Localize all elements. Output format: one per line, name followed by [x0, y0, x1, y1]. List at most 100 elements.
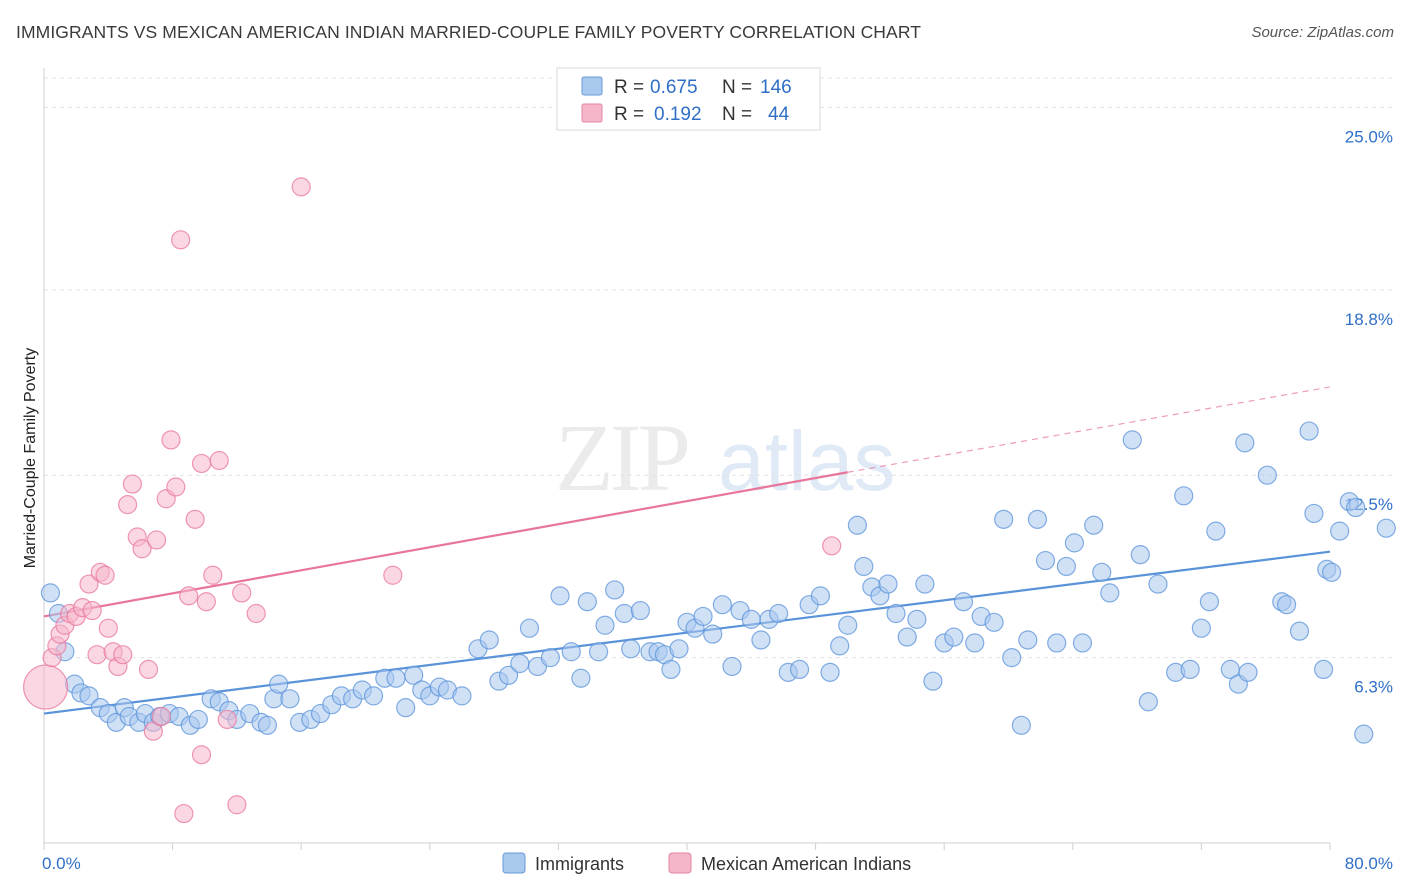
data-point-immigrants: [722, 656, 742, 677]
data-point-immigrants: [1084, 515, 1104, 535]
data-point-mexican-american-indians: [246, 603, 266, 624]
data-point-immigrants: [1122, 430, 1142, 450]
data-point-mexican-american-indians: [82, 600, 102, 621]
data-point-immigrants: [854, 556, 874, 577]
data-point-immigrants: [1322, 562, 1342, 582]
data-point-mexican-american-indians: [196, 592, 216, 612]
data-point-immigrants: [1035, 550, 1056, 571]
data-point-immigrants: [1027, 509, 1048, 529]
data-point-immigrants: [595, 615, 615, 635]
data-point-mexican-american-indians: [143, 721, 163, 741]
data-point-immigrants: [1056, 556, 1076, 577]
axes: 6.3%12.5%18.8%25.0%: [43, 68, 1393, 850]
data-point-immigrants: [1238, 662, 1258, 682]
data-point-immigrants: [789, 659, 810, 680]
data-point-immigrants: [965, 633, 985, 653]
data-point-immigrants: [1072, 633, 1093, 653]
data-point-immigrants: [571, 668, 591, 688]
data-point-mexican-american-indians: [185, 509, 205, 529]
data-point-immigrants: [386, 668, 406, 688]
bottom-legend-label-mexican-american-indians: Mexican American Indians: [701, 854, 911, 874]
data-point-immigrants: [1206, 521, 1226, 541]
data-point-mexican-american-indians: [227, 795, 247, 815]
bottom-legend-swatch-immigrants: [502, 852, 526, 874]
data-point-immigrants: [1180, 659, 1200, 680]
data-point-immigrants: [712, 595, 732, 615]
data-point-immigrants: [915, 574, 935, 594]
data-point-immigrants: [1011, 715, 1031, 735]
chart-source: Source: ZipAtlas.com: [1251, 24, 1394, 41]
data-point-immigrants: [820, 662, 840, 682]
data-point-immigrants: [452, 686, 472, 706]
data-point-mexican-american-indians: [161, 430, 181, 450]
data-point-immigrants: [257, 715, 278, 735]
data-point-immigrants: [1330, 521, 1350, 541]
data-point-mexican-american-indians: [179, 586, 199, 606]
data-point-immigrants: [1235, 433, 1255, 453]
bottom-legend: Immigrants Mexican American Indians: [502, 852, 911, 874]
data-point-immigrants: [540, 648, 560, 668]
data-point-mexican-american-indians: [95, 565, 115, 585]
data-point-immigrants: [810, 586, 831, 606]
data-point-immigrants: [703, 624, 723, 644]
data-point-immigrants: [280, 689, 300, 709]
data-point-immigrants: [1257, 465, 1277, 485]
data-point-immigrants: [741, 609, 761, 629]
data-point-immigrants: [1289, 621, 1310, 641]
data-point-mexican-american-indians: [166, 477, 186, 497]
data-point-immigrants: [1174, 486, 1194, 506]
data-point-immigrants: [847, 515, 867, 535]
legend: R = 0.675 N = 146 R = 0.192 N = 44: [556, 67, 821, 131]
data-point-immigrants: [498, 665, 519, 685]
data-point-mexican-american-indians: [146, 530, 167, 550]
legend-r-value-2: 0.192: [654, 104, 702, 125]
data-point-mexican-american-indians: [122, 474, 143, 494]
trend-extension-1: [847, 386, 1331, 473]
data-point-immigrants: [79, 686, 99, 706]
data-point-immigrants: [769, 603, 789, 624]
trend-line-1: [43, 471, 848, 618]
data-point-mexican-american-indians: [822, 536, 842, 556]
data-point-immigrants: [588, 642, 609, 662]
bottom-legend-label-immigrants: Immigrants: [535, 854, 624, 874]
data-point-mexican-american-indians: [383, 565, 403, 585]
data-point-immigrants: [897, 627, 917, 647]
data-point-immigrants: [830, 636, 850, 656]
legend-n-value-1: 146: [760, 77, 792, 98]
y-tick-label: 25.0%: [1345, 127, 1393, 146]
data-point-mexican-american-indians: [209, 450, 229, 471]
data-point-mexican-american-indians: [174, 803, 194, 824]
data-point-immigrants: [878, 574, 898, 594]
data-point-mexican-american-indians: [203, 565, 223, 585]
legend-r-label-1: R =: [614, 77, 644, 98]
legend-n-label-2: N =: [722, 104, 752, 125]
data-point-immigrants: [1092, 562, 1112, 582]
data-point-mexican-american-indians: [113, 645, 133, 665]
data-point-immigrants: [1376, 518, 1396, 538]
data-point-immigrants: [944, 627, 964, 647]
data-point-mexican-american-indians: [87, 645, 107, 665]
watermark-atlas: atlas: [718, 414, 895, 508]
data-point-immigrants: [1346, 497, 1366, 518]
data-point-mexican-american-indians: [132, 539, 152, 559]
data-point-immigrants: [1064, 533, 1085, 553]
data-point-immigrants: [188, 709, 208, 730]
bottom-legend-swatch-mexican-american-indians: [668, 852, 692, 874]
data-point-immigrants: [1148, 574, 1168, 594]
legend-swatch-immigrants: [581, 76, 603, 96]
data-point-immigrants: [1138, 692, 1158, 712]
y-axis-title: Married-Couple Family Poverty: [22, 348, 39, 569]
watermark: ZIP atlas: [555, 404, 895, 511]
y-tick-label: 18.8%: [1345, 310, 1393, 329]
data-point-immigrants: [550, 586, 570, 606]
legend-n-label-1: N =: [722, 77, 752, 98]
data-point-mexican-american-indians: [191, 745, 212, 765]
x-tick-label-max: 80.0%: [1345, 854, 1393, 873]
data-point-immigrants: [669, 639, 689, 659]
data-point-immigrants: [561, 642, 581, 662]
data-point-immigrants: [363, 686, 384, 706]
data-point-mexican-american-indians: [232, 583, 252, 603]
watermark-zip: ZIP: [555, 404, 688, 511]
y-tick-label: 6.3%: [1354, 678, 1393, 697]
